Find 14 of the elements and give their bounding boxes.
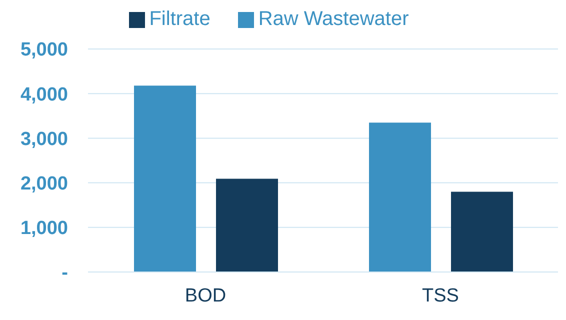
y-tick-label: 2,000 <box>20 174 68 195</box>
bar <box>451 192 513 272</box>
legend-label: Raw Wastewater <box>258 8 409 30</box>
y-tick-label: - <box>62 262 68 284</box>
bar <box>369 122 431 272</box>
legend-label: Filtrate <box>149 8 210 30</box>
x-tick-label: BOD <box>184 285 226 306</box>
bar <box>134 86 196 272</box>
y-tick-label: 1,000 <box>20 218 68 240</box>
bar <box>216 178 278 272</box>
y-tick-label: 4,000 <box>20 84 68 106</box>
y-tick-label: 5,000 <box>20 40 68 61</box>
y-tick-label: 3,000 <box>20 128 68 150</box>
x-tick-label: TSS <box>422 285 459 306</box>
